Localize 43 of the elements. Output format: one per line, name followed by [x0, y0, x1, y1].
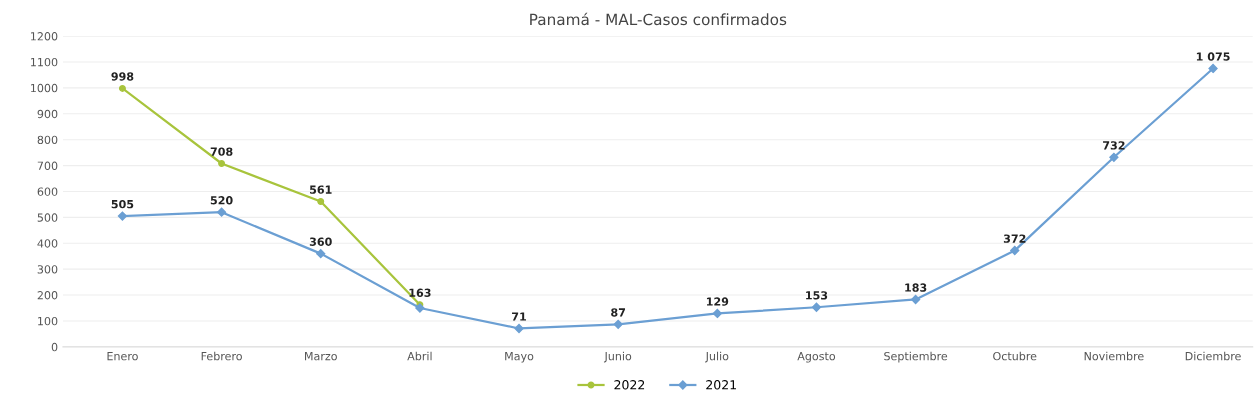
- data-label: 505: [111, 199, 134, 209]
- y-tick-label: 600: [37, 187, 58, 196]
- data-label: 520: [210, 196, 233, 205]
- data-label: 129: [706, 297, 729, 306]
- x-tick-label: Febrero: [201, 351, 242, 361]
- y-tick-label: 0: [51, 342, 58, 352]
- chart-title: Panamá - MAL-Casos confirmados: [530, 12, 787, 26]
- x-tick-label: Marzo: [305, 352, 337, 361]
- x-tick-label: Mayo: [505, 352, 534, 363]
- data-label: 732: [1103, 141, 1125, 150]
- y-tick-label: 1100: [31, 57, 58, 67]
- x-tick-label: Agosto: [797, 352, 836, 363]
- data-label: 360: [309, 237, 332, 246]
- data-label: 1 075: [1196, 52, 1230, 61]
- data-label: 183: [905, 283, 927, 292]
- y-tick-label: 100: [38, 316, 58, 326]
- y-tick-label: 1000: [31, 83, 58, 93]
- legend-label: 2022: [614, 380, 645, 390]
- data-label: 998: [111, 72, 134, 81]
- data-label: 71: [512, 312, 526, 321]
- legend-label: 2021: [706, 380, 736, 390]
- x-tick-label: Julio: [705, 351, 729, 363]
- x-tick-label: Junio: [603, 351, 632, 363]
- x-tick-label: Abril: [407, 351, 432, 361]
- y-tick-label: 800: [37, 135, 58, 145]
- y-tick-label: 400: [37, 239, 58, 248]
- data-label: 163: [409, 288, 431, 297]
- data-label: 153: [806, 291, 828, 300]
- data-label: 708: [210, 147, 233, 156]
- x-tick-label: Diciembre: [1185, 351, 1241, 361]
- y-tick-label: 300: [37, 265, 58, 274]
- data-label: 87: [611, 308, 626, 317]
- x-tick-label: Enero: [107, 352, 138, 361]
- y-tick-label: 500: [37, 213, 58, 222]
- x-tick-label: Octubre: [993, 351, 1037, 361]
- data-label: 561: [309, 185, 332, 194]
- y-tick-label: 200: [37, 291, 58, 300]
- y-tick-label: 1200: [31, 32, 58, 41]
- x-tick-label: Noviembre: [1084, 351, 1144, 361]
- x-tick-label: Septiembre: [884, 351, 948, 363]
- data-label: 372: [1003, 234, 1026, 243]
- y-tick-label: 900: [37, 109, 58, 119]
- y-tick-label: 700: [37, 161, 58, 170]
